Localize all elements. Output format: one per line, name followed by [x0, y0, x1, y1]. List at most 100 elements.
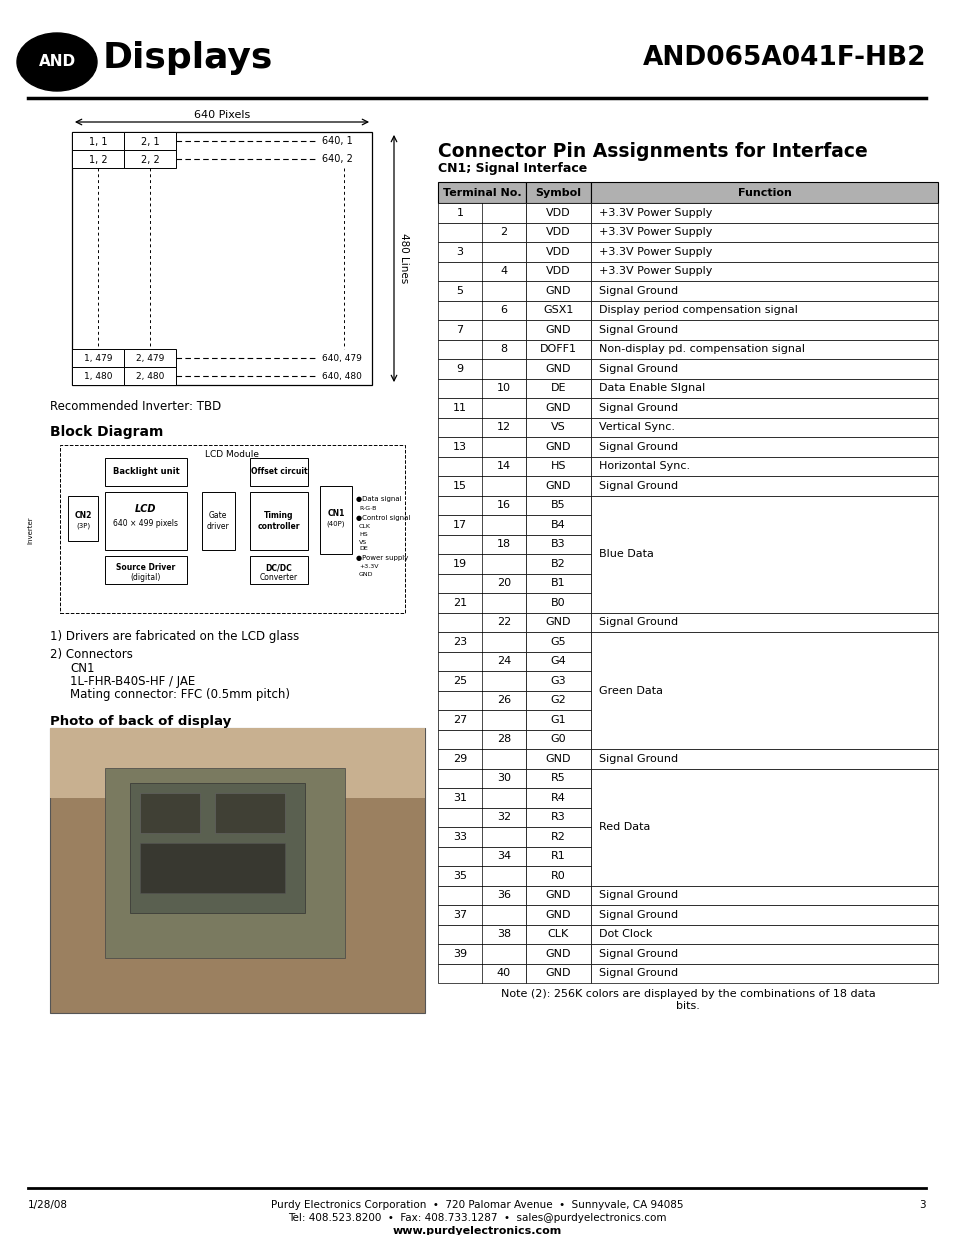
Text: Photo of back of display: Photo of back of display — [50, 715, 231, 727]
Bar — [437, 555, 525, 573]
Bar — [590, 905, 937, 925]
Bar — [50, 727, 424, 798]
Bar — [437, 613, 525, 632]
Text: LCD: LCD — [135, 504, 156, 514]
Bar — [437, 963, 525, 983]
Bar — [590, 748, 937, 768]
Text: 1, 1: 1, 1 — [89, 137, 107, 147]
Text: R4: R4 — [551, 793, 565, 803]
Bar — [525, 925, 590, 944]
Bar — [525, 963, 590, 983]
Text: 28: 28 — [497, 735, 511, 745]
Text: 18: 18 — [497, 540, 511, 550]
Bar — [130, 783, 305, 913]
Bar — [105, 458, 187, 487]
Bar — [437, 710, 525, 730]
Bar — [590, 457, 937, 475]
Text: G1: G1 — [550, 715, 566, 725]
Bar — [250, 492, 308, 550]
Bar — [590, 632, 937, 748]
Text: DE: DE — [550, 383, 566, 393]
Text: R0: R0 — [551, 871, 565, 881]
Bar — [525, 457, 590, 475]
Text: R3: R3 — [551, 813, 565, 823]
Text: 3: 3 — [456, 247, 463, 257]
Text: Signal Ground: Signal Ground — [598, 968, 678, 978]
Bar — [68, 496, 98, 541]
Bar — [590, 340, 937, 359]
Text: 1) Drivers are fabricated on the LCD glass: 1) Drivers are fabricated on the LCD gla… — [50, 630, 299, 643]
Text: GSX1: GSX1 — [543, 305, 573, 315]
Bar — [437, 535, 525, 555]
Bar — [437, 808, 525, 827]
Text: Inverter: Inverter — [27, 516, 33, 543]
Text: R2: R2 — [551, 831, 565, 842]
Bar — [590, 437, 937, 457]
Text: CLK: CLK — [358, 525, 371, 530]
Bar — [525, 398, 590, 417]
Bar — [437, 788, 525, 808]
Text: (digital): (digital) — [131, 573, 161, 582]
Bar — [250, 458, 308, 487]
Text: VDD: VDD — [546, 207, 570, 217]
Bar — [437, 925, 525, 944]
Text: 15: 15 — [453, 480, 467, 490]
Text: ●Control signal: ●Control signal — [355, 515, 410, 521]
Bar — [590, 417, 937, 437]
Text: 22: 22 — [497, 618, 511, 627]
Bar — [525, 885, 590, 905]
Text: Block Diagram: Block Diagram — [50, 425, 163, 438]
Text: GND: GND — [545, 948, 571, 958]
Bar — [590, 963, 937, 983]
Bar — [71, 350, 124, 367]
Bar — [437, 944, 525, 963]
Text: Tel: 408.523.8200  •  Fax: 408.733.1287  •  sales@purdyelectronics.com: Tel: 408.523.8200 • Fax: 408.733.1287 • … — [288, 1213, 665, 1223]
Bar — [437, 320, 525, 340]
Text: 640, 480: 640, 480 — [322, 372, 361, 380]
Text: 5: 5 — [456, 285, 463, 295]
Bar — [590, 378, 937, 398]
Bar — [525, 495, 590, 515]
Text: G5: G5 — [550, 637, 566, 647]
Text: R5: R5 — [551, 773, 565, 783]
Text: 480 Lines: 480 Lines — [398, 233, 409, 284]
Text: G4: G4 — [550, 656, 566, 666]
Text: Signal Ground: Signal Ground — [598, 364, 678, 374]
Text: 640, 479: 640, 479 — [322, 353, 361, 363]
Bar — [124, 350, 175, 367]
Text: 36: 36 — [497, 890, 511, 900]
Bar — [590, 203, 937, 222]
Text: 1, 479: 1, 479 — [84, 354, 112, 363]
Text: 1: 1 — [456, 207, 463, 217]
Bar — [525, 613, 590, 632]
Text: VDD: VDD — [546, 247, 570, 257]
Bar — [590, 925, 937, 944]
Text: 2, 479: 2, 479 — [135, 354, 164, 363]
Bar — [437, 378, 525, 398]
Bar — [525, 748, 590, 768]
Bar — [590, 475, 937, 495]
Text: Red Data: Red Data — [598, 823, 650, 832]
Text: 2) Connectors: 2) Connectors — [50, 648, 132, 661]
Bar — [437, 300, 525, 320]
Text: 38: 38 — [497, 929, 511, 940]
Bar — [525, 788, 590, 808]
Bar — [437, 262, 525, 282]
Text: 14: 14 — [497, 461, 511, 472]
Bar — [525, 340, 590, 359]
Bar — [437, 866, 525, 885]
Text: GND: GND — [545, 442, 571, 452]
Text: HS: HS — [358, 532, 367, 537]
Bar — [437, 182, 525, 203]
Text: CN1: CN1 — [327, 510, 344, 519]
Bar — [525, 242, 590, 262]
Bar — [525, 671, 590, 690]
Text: 39: 39 — [453, 948, 467, 958]
Text: 1/28/08: 1/28/08 — [28, 1200, 68, 1210]
Text: Backlight unit: Backlight unit — [112, 468, 179, 477]
Bar — [590, 359, 937, 378]
Text: 12: 12 — [497, 422, 511, 432]
Text: CLK: CLK — [547, 929, 569, 940]
Bar — [525, 222, 590, 242]
Bar — [140, 793, 200, 832]
